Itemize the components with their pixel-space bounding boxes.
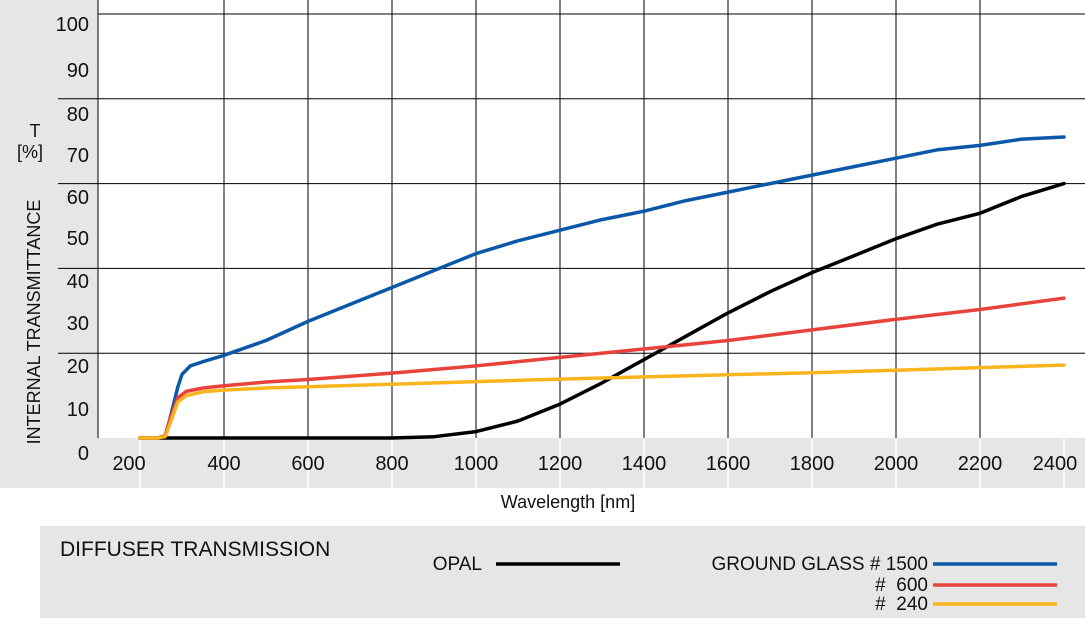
y-axis-panel [0, 0, 98, 488]
y-tick-label-70: 70 [67, 145, 89, 167]
x-tick-label-600: 600 [291, 453, 324, 475]
y-tick-label-20: 20 [67, 356, 89, 378]
legend-label-600: # 600 [875, 575, 928, 596]
y-tick-label-60: 60 [67, 187, 89, 209]
x-tick-label-2200: 2200 [958, 453, 1003, 475]
legend-label-240: # 240 [875, 594, 928, 615]
x-tick-label-400: 400 [207, 453, 240, 475]
x-axis-panel [98, 438, 1085, 488]
series-lines [138, 135, 1066, 440]
x-tick-label-800: 800 [375, 453, 408, 475]
y-tick-label-80: 80 [67, 104, 89, 126]
series-line-ground-glass-1500 [138, 135, 1066, 440]
x-tick-labels: 200 400 600 800 1000 1200 1400 1600 1800 2000 2200… [112, 453, 1077, 475]
grid-lines [97, 0, 1085, 488]
x-axis-label: Wavelength [nm] [501, 492, 635, 512]
x-tick-label-1400: 1400 [622, 453, 667, 475]
plot-area [98, 0, 1085, 438]
y-tick-label-0: 0 [78, 443, 89, 465]
series-line-opal [138, 181, 1066, 440]
y-tick-label-40: 40 [67, 271, 89, 293]
y-tick-label-50: 50 [67, 228, 89, 250]
y-axis-symbol: T [30, 121, 41, 141]
x-tick-label-1600: 1600 [706, 453, 751, 475]
x-tick-label-200: 200 [112, 453, 145, 475]
y-tick-label-30: 30 [67, 313, 89, 335]
y-axis-unit: [%] [17, 142, 43, 162]
y-tick-label-90: 90 [67, 60, 89, 82]
y-axis-label: INTERNAL TRANSMITTANCE [24, 200, 44, 445]
x-tick-label-2400: 2400 [1033, 453, 1078, 475]
legend-label-ground-glass-1500: GROUND GLASS # 1500 [712, 554, 928, 575]
legend-title: DIFFUSER TRANSMISSION [60, 538, 330, 561]
x-tick-label-2000: 2000 [874, 453, 919, 475]
y-tick-label-10: 10 [67, 399, 89, 421]
y-tick-label-100: 100 [56, 14, 89, 36]
x-tick-label-1800: 1800 [790, 453, 835, 475]
x-tick-label-1200: 1200 [538, 453, 583, 475]
legend-panel [40, 526, 1085, 618]
x-tick-label-1000: 1000 [454, 453, 499, 475]
series-line-240 [138, 363, 1066, 440]
y-tick-labels: 0 10 20 30 40 50 60 70 80 90 100 [56, 14, 98, 465]
legend-label-opal: OPAL [433, 554, 482, 575]
